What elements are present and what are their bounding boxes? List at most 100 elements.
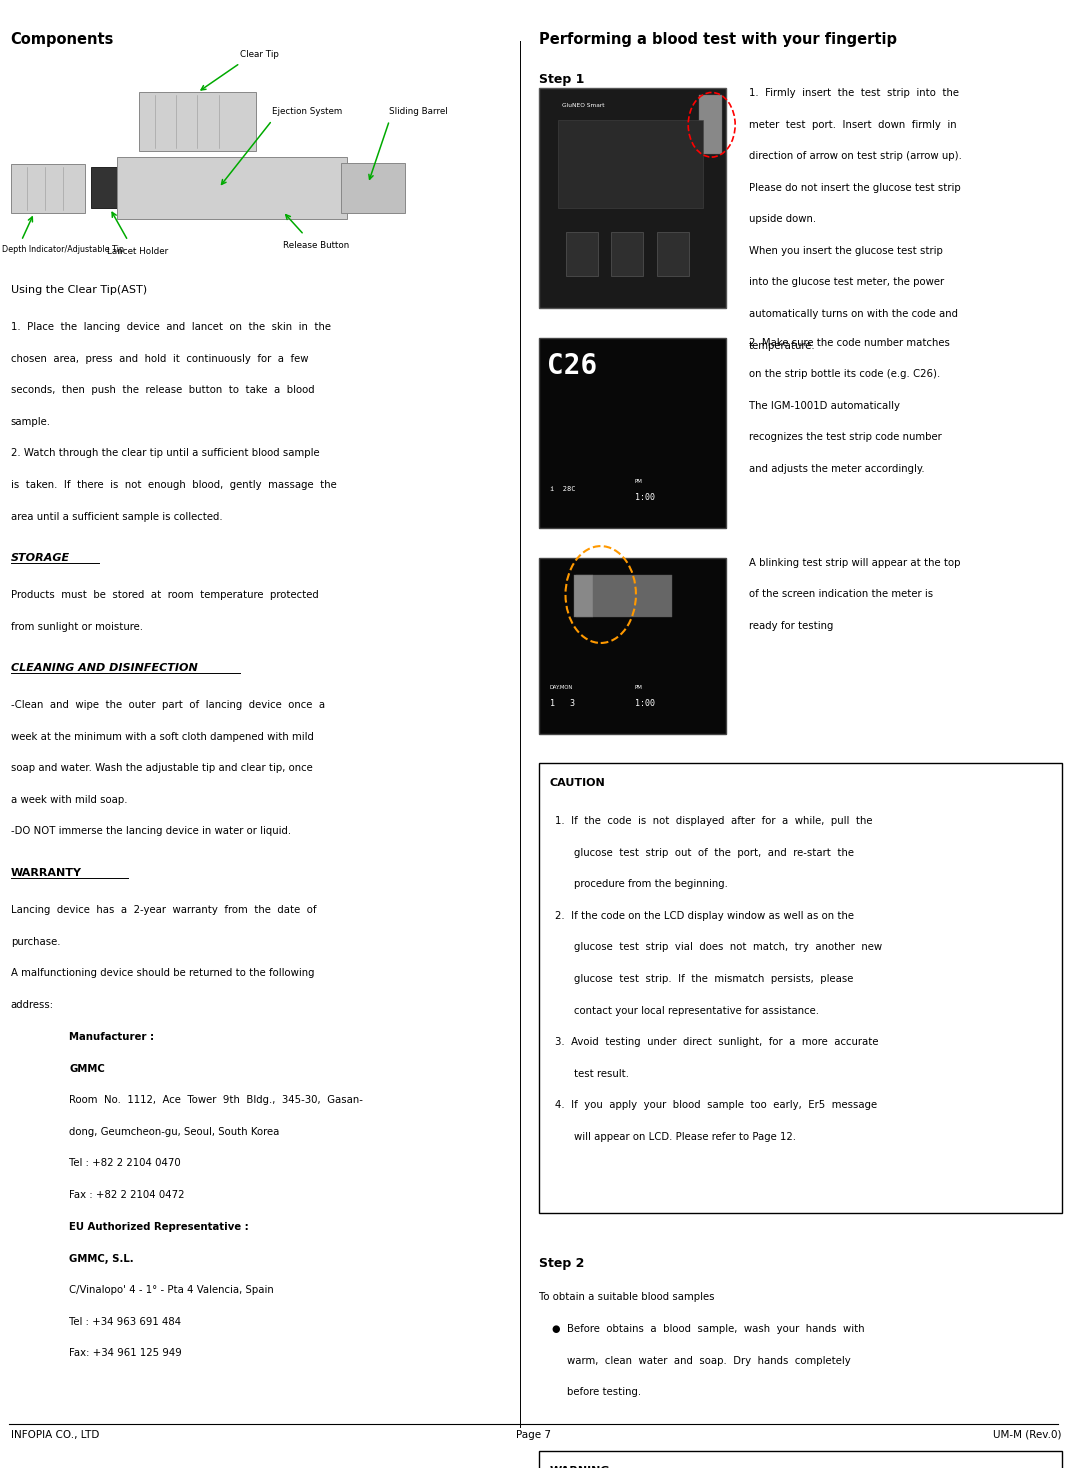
Text: -DO NOT immerse the lancing device in water or liquid.: -DO NOT immerse the lancing device in wa… [11,826,291,837]
FancyBboxPatch shape [576,575,672,617]
Text: Lancing  device  has  a  2-year  warranty  from  the  date  of: Lancing device has a 2-year warranty fro… [11,904,316,915]
FancyBboxPatch shape [341,163,405,213]
Text: UM-M (Rev.0): UM-M (Rev.0) [993,1430,1062,1440]
FancyBboxPatch shape [139,92,256,151]
Text: The IGM-1001D automatically: The IGM-1001D automatically [749,401,901,411]
Text: Step 1: Step 1 [539,73,585,87]
FancyBboxPatch shape [558,120,703,208]
Text: Manufacturer :: Manufacturer : [69,1032,155,1042]
FancyBboxPatch shape [539,338,726,528]
Text: 2.  If the code on the LCD display window as well as on the: 2. If the code on the LCD display window… [555,912,854,920]
Text: glucose  test  strip  out  of  the  port,  and  re-start  the: glucose test strip out of the port, and … [574,849,854,857]
Text: contact your local representative for assistance.: contact your local representative for as… [574,1006,819,1016]
Text: 3.  Avoid  testing  under  direct  sunlight,  for  a  more  accurate: 3. Avoid testing under direct sunlight, … [555,1038,878,1047]
Text: Lancet Holder: Lancet Holder [107,247,168,255]
Text: Tel : +82 2 2104 0470: Tel : +82 2 2104 0470 [69,1158,181,1169]
Text: INFOPIA CO., LTD: INFOPIA CO., LTD [11,1430,99,1440]
Text: soap and water. Wash the adjustable tip and clear tip, once: soap and water. Wash the adjustable tip … [11,763,313,774]
Text: recognizes the test strip code number: recognizes the test strip code number [749,433,942,442]
FancyBboxPatch shape [657,232,689,276]
Text: Products  must  be  stored  at  room  temperature  protected: Products must be stored at room temperat… [11,590,318,600]
Text: A blinking test strip will appear at the top: A blinking test strip will appear at the… [749,558,960,568]
Text: Ejection System: Ejection System [272,107,343,116]
Text: 1:00: 1:00 [635,493,655,502]
Text: CLEANING AND DISINFECTION: CLEANING AND DISINFECTION [11,662,197,672]
Text: is  taken.  If  there  is  not  enough  blood,  gently  massage  the: is taken. If there is not enough blood, … [11,480,336,490]
Text: Depth Indicator/Adjustable Tip: Depth Indicator/Adjustable Tip [2,245,124,254]
Text: -Clean  and  wipe  the  outer  part  of  lancing  device  once  a: -Clean and wipe the outer part of lancin… [11,700,324,711]
FancyBboxPatch shape [11,164,85,213]
Text: week at the minimum with a soft cloth dampened with mild: week at the minimum with a soft cloth da… [11,731,314,741]
Text: 1.  If  the  code  is  not  displayed  after  for  a  while,  pull  the: 1. If the code is not displayed after fo… [555,816,873,826]
FancyBboxPatch shape [574,575,593,617]
Text: GMMC, S.L.: GMMC, S.L. [69,1254,134,1264]
Text: Please do not insert the glucose test strip: Please do not insert the glucose test st… [749,182,960,192]
Text: Tel : +34 963 691 484: Tel : +34 963 691 484 [69,1317,181,1327]
Text: Fax: +34 961 125 949: Fax: +34 961 125 949 [69,1348,182,1358]
Text: purchase.: purchase. [11,937,60,947]
FancyBboxPatch shape [566,232,598,276]
Text: 1   3: 1 3 [550,699,574,708]
Text: Before  obtains  a  blood  sample,  wash  your  hands  with: Before obtains a blood sample, wash your… [567,1324,864,1334]
Text: temperature.: temperature. [749,341,815,351]
Text: will appear on LCD. Please refer to Page 12.: will appear on LCD. Please refer to Page… [574,1132,796,1142]
Text: Room  No.  1112,  Ace  Tower  9th  Bldg.,  345-30,  Gasan-: Room No. 1112, Ace Tower 9th Bldg., 345-… [69,1095,363,1105]
Text: STORAGE: STORAGE [11,552,69,562]
Text: into the glucose test meter, the power: into the glucose test meter, the power [749,277,944,288]
Text: glucose  test  strip  vial  does  not  match,  try  another  new: glucose test strip vial does not match, … [574,942,882,953]
Text: 1.  Place  the  lancing  device  and  lancet  on  the  skin  in  the: 1. Place the lancing device and lancet o… [11,321,331,332]
Text: WARRANTY: WARRANTY [11,868,82,878]
FancyBboxPatch shape [539,558,726,734]
Text: area until a sufficient sample is collected.: area until a sufficient sample is collec… [11,511,222,521]
Text: address:: address: [11,1000,53,1010]
Text: Step 2: Step 2 [539,1257,585,1270]
Text: automatically turns on with the code and: automatically turns on with the code and [749,308,958,319]
Text: A malfunctioning device should be returned to the following: A malfunctioning device should be return… [11,967,314,978]
Text: 2. Make sure the code number matches: 2. Make sure the code number matches [749,338,950,348]
FancyBboxPatch shape [539,1452,1062,1468]
FancyBboxPatch shape [91,167,121,208]
Text: When you insert the glucose test strip: When you insert the glucose test strip [749,245,943,255]
Text: seconds,  then  push  the  release  button  to  take  a  blood: seconds, then push the release button to… [11,385,315,395]
Text: of the screen indication the meter is: of the screen indication the meter is [749,590,934,599]
Text: upside down.: upside down. [749,214,816,225]
Text: chosen  area,  press  and  hold  it  continuously  for  a  few: chosen area, press and hold it continuou… [11,354,308,364]
Text: procedure from the beginning.: procedure from the beginning. [574,879,728,890]
Text: DAY.MON: DAY.MON [550,686,573,690]
Text: 2. Watch through the clear tip until a sufficient blood sample: 2. Watch through the clear tip until a s… [11,448,319,458]
Text: ready for testing: ready for testing [749,621,833,631]
Text: a week with mild soap.: a week with mild soap. [11,794,127,804]
Text: from sunlight or moisture.: from sunlight or moisture. [11,621,143,631]
Text: Release Button: Release Button [283,241,349,250]
Text: 1.  Firmly  insert  the  test  strip  into  the: 1. Firmly insert the test strip into the [749,88,959,98]
Text: To obtain a suitable blood samples: To obtain a suitable blood samples [539,1292,714,1302]
Text: on the strip bottle its code (e.g. C26).: on the strip bottle its code (e.g. C26). [749,370,940,379]
Text: Sliding Barrel: Sliding Barrel [389,107,448,116]
Text: dong, Geumcheon-gu, Seoul, South Korea: dong, Geumcheon-gu, Seoul, South Korea [69,1126,280,1136]
Text: before testing.: before testing. [567,1387,640,1398]
Text: warm,  clean  water  and  soap.  Dry  hands  completely: warm, clean water and soap. Dry hands co… [567,1356,850,1365]
FancyBboxPatch shape [539,763,1062,1213]
Text: C26: C26 [547,352,598,380]
Text: i  28C: i 28C [550,486,575,492]
Text: C/Vinalopo' 4 - 1° - Pta 4 Valencia, Spain: C/Vinalopo' 4 - 1° - Pta 4 Valencia, Spa… [69,1284,274,1295]
Text: Page 7: Page 7 [516,1430,551,1440]
FancyBboxPatch shape [117,157,347,219]
Text: 1:00: 1:00 [635,699,655,708]
Text: meter  test  port.  Insert  down  firmly  in: meter test port. Insert down firmly in [749,120,957,129]
Text: direction of arrow on test strip (arrow up).: direction of arrow on test strip (arrow … [749,151,962,161]
Text: PM: PM [635,686,642,690]
Text: glucose  test  strip.  If  the  mismatch  persists,  please: glucose test strip. If the mismatch pers… [574,975,854,984]
Text: Performing a blood test with your fingertip: Performing a blood test with your finger… [539,32,897,47]
FancyBboxPatch shape [539,88,726,308]
Text: and adjusts the meter accordingly.: and adjusts the meter accordingly. [749,464,925,474]
Text: 4.  If  you  apply  your  blood  sample  too  early,  Er5  message: 4. If you apply your blood sample too ea… [555,1101,877,1110]
Text: test result.: test result. [574,1069,630,1079]
Text: Fax : +82 2 2104 0472: Fax : +82 2 2104 0472 [69,1189,185,1199]
Text: Clear Tip: Clear Tip [240,50,278,59]
Text: GluNEO Smart: GluNEO Smart [562,103,605,107]
Text: EU Authorized Representative :: EU Authorized Representative : [69,1221,249,1232]
Text: sample.: sample. [11,417,50,427]
FancyBboxPatch shape [611,232,643,276]
Text: ●: ● [552,1324,560,1334]
